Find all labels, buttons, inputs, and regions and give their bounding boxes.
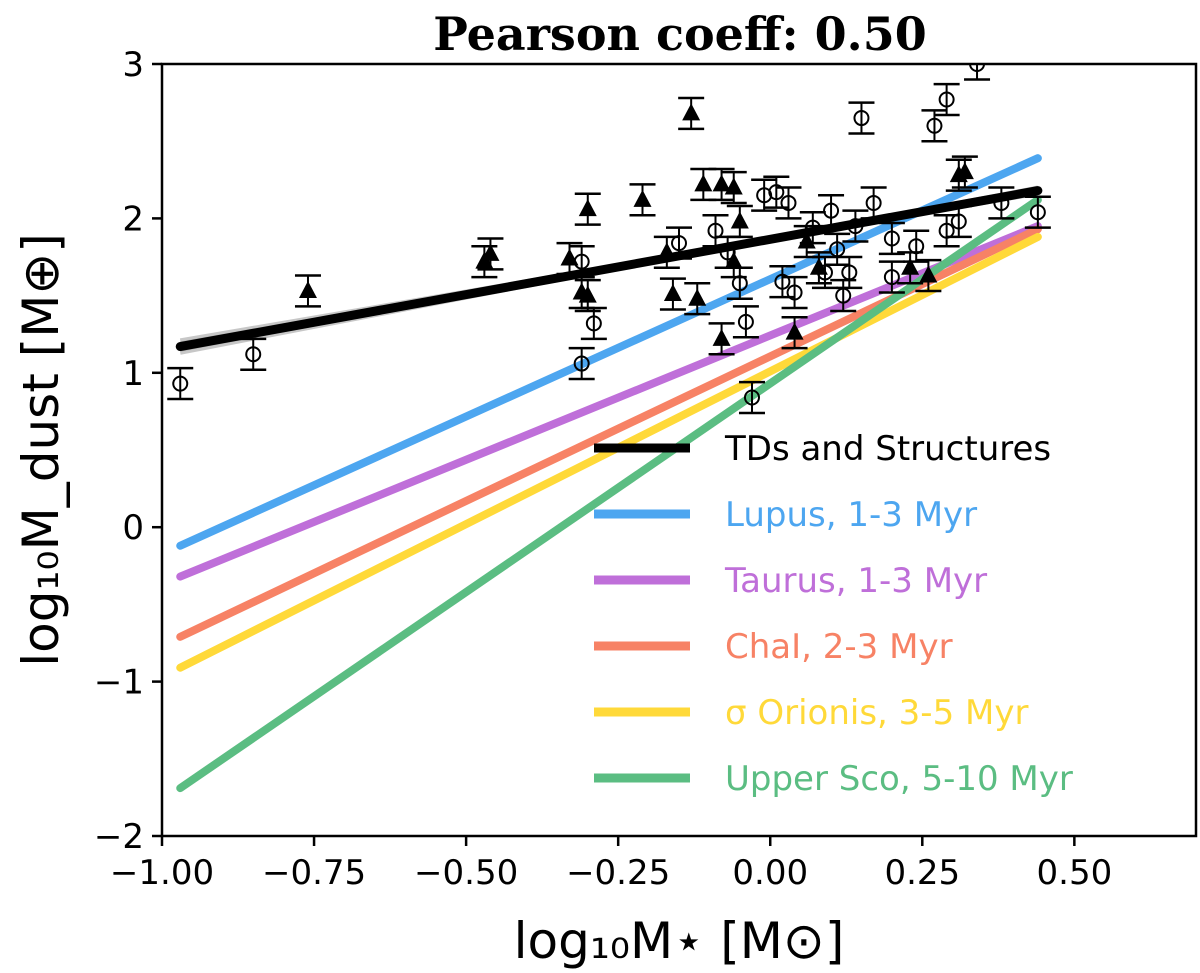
x-tick-label: −0.50 xyxy=(414,853,518,893)
data-point-circle xyxy=(786,284,803,301)
data-point-triangle xyxy=(724,251,743,269)
x-tick-label: 0.50 xyxy=(1037,853,1113,893)
x-tick-label: 0.25 xyxy=(884,853,960,893)
plot-frame xyxy=(160,62,1198,838)
data-point-circle xyxy=(573,355,590,372)
y-tick-label: 2 xyxy=(122,199,144,239)
data-point-triangle xyxy=(688,288,707,306)
data-point-triangle xyxy=(694,174,713,192)
chart-title: Pearson coeff: 0.50 xyxy=(433,7,926,61)
data-point-triangle xyxy=(663,284,682,302)
data-point-circle xyxy=(847,218,864,235)
legend: TDs and Structures Lupus, 1-3 Myr Taurus, … xyxy=(594,429,1073,799)
data-point-triangle xyxy=(901,257,920,275)
fit-line xyxy=(176,195,1042,793)
data-point-circle xyxy=(780,194,797,211)
data-point-circle xyxy=(950,213,967,230)
data-point-triangle xyxy=(682,103,701,121)
data-point-circle xyxy=(865,194,882,211)
data-point-circle xyxy=(841,264,858,281)
fit-line xyxy=(175,186,1043,352)
data-point-triangle xyxy=(955,162,974,180)
data-point-circle xyxy=(938,91,955,108)
x-axis-label: log₁₀M⋆ [M⊙] xyxy=(514,912,845,970)
legend-label: σ Orionis, 3-5 Myr xyxy=(725,693,1028,733)
x-tick-label: −0.75 xyxy=(262,853,366,893)
x-tick-label: −0.25 xyxy=(566,853,670,893)
legend-label: TDs and Structures xyxy=(724,429,1051,469)
y-tick-label: 0 xyxy=(122,508,144,548)
data-point-triangle xyxy=(809,257,828,275)
data-point-circle xyxy=(172,375,189,392)
data-point-triangle xyxy=(657,242,676,260)
data-point-triangle xyxy=(712,328,731,346)
data-point-triangle xyxy=(578,199,597,217)
data-point-circle xyxy=(823,202,840,219)
y-tick-label: 3 xyxy=(122,45,144,85)
data-point-triangle xyxy=(560,248,579,266)
data-point-circle xyxy=(743,389,760,406)
data-point-circle xyxy=(883,230,900,247)
y-axis-label: log₁₀M_dust [M⊕] xyxy=(12,233,70,666)
y-tick-label: 1 xyxy=(122,354,144,394)
fit-line xyxy=(176,222,1042,581)
plot-area xyxy=(167,64,1051,793)
legend-label: ChaI, 2-3 Myr xyxy=(725,627,953,667)
y-tick-label: −1 xyxy=(94,663,144,703)
data-point-circle xyxy=(774,273,791,290)
data-point-triangle xyxy=(712,174,731,192)
data-point-triangle xyxy=(724,177,743,195)
data-point-triangle xyxy=(785,322,804,340)
data-point-triangle xyxy=(578,285,597,303)
axes: −1.00 −0.75 −0.50 −0.25 0.00 0.25 0.50 −2 −1 0 1 2 3… xyxy=(12,45,1112,970)
data-point-circle xyxy=(993,194,1010,211)
x-tick-label: 0.00 xyxy=(732,853,808,893)
data-point-triangle xyxy=(730,211,749,229)
data-point-triangle xyxy=(919,265,938,283)
data-point-circle xyxy=(737,313,754,330)
legend-label: Upper Sco, 5-10 Myr xyxy=(725,759,1073,799)
data-point-triangle xyxy=(633,189,652,207)
data-point-triangle xyxy=(298,280,317,298)
data-point-circle xyxy=(853,110,870,127)
legend-label: Lupus, 1-3 Myr xyxy=(725,495,977,535)
data-point-circle xyxy=(926,117,943,134)
legend-label: Taurus, 1-3 Myr xyxy=(724,561,987,601)
data-point-circle xyxy=(585,315,602,332)
data-point-circle xyxy=(969,64,986,72)
data-point-circle xyxy=(1029,204,1046,221)
data-point-triangle xyxy=(481,243,500,261)
data-point-triangle xyxy=(797,231,816,249)
x-tick-label: −1.00 xyxy=(110,853,214,893)
data-point-circle xyxy=(883,269,900,286)
data-point-circle xyxy=(245,346,262,363)
y-tick-label: −2 xyxy=(94,817,144,857)
data-point-circle xyxy=(768,184,785,201)
